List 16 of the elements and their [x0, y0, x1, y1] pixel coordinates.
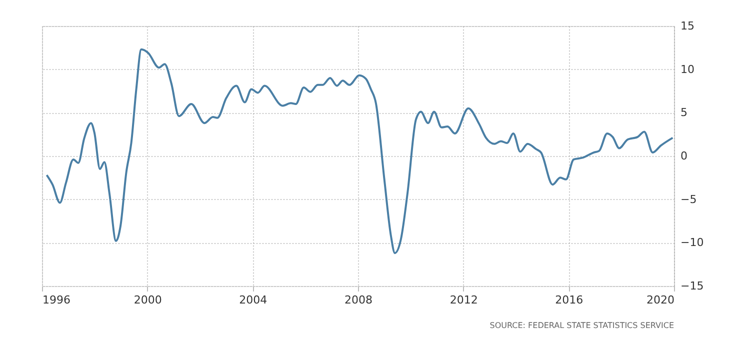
y-tick-label: 5 — [680, 106, 688, 120]
x-tick-label: 2020 — [646, 294, 674, 306]
source-note: SOURCE: FEDERAL STATE STATISTICS SERVICE — [490, 321, 674, 330]
y-tick-label: −5 — [680, 192, 697, 206]
x-tick-label: 2008 — [344, 294, 372, 306]
x-tick-label: 2016 — [555, 294, 584, 306]
line-series — [46, 48, 674, 254]
x-tick-label: 2012 — [450, 294, 478, 306]
x-tick-label: 2000 — [134, 294, 162, 306]
y-tick-label: −10 — [680, 236, 704, 250]
y-tick-label: 15 — [680, 20, 694, 32]
y-tick-label: 0 — [680, 150, 688, 162]
y-tick-label: −15 — [680, 280, 704, 292]
y-tick-label: 10 — [680, 62, 694, 76]
x-tick-label: 2004 — [239, 294, 268, 306]
x-tick-label: 1996 — [42, 294, 70, 306]
